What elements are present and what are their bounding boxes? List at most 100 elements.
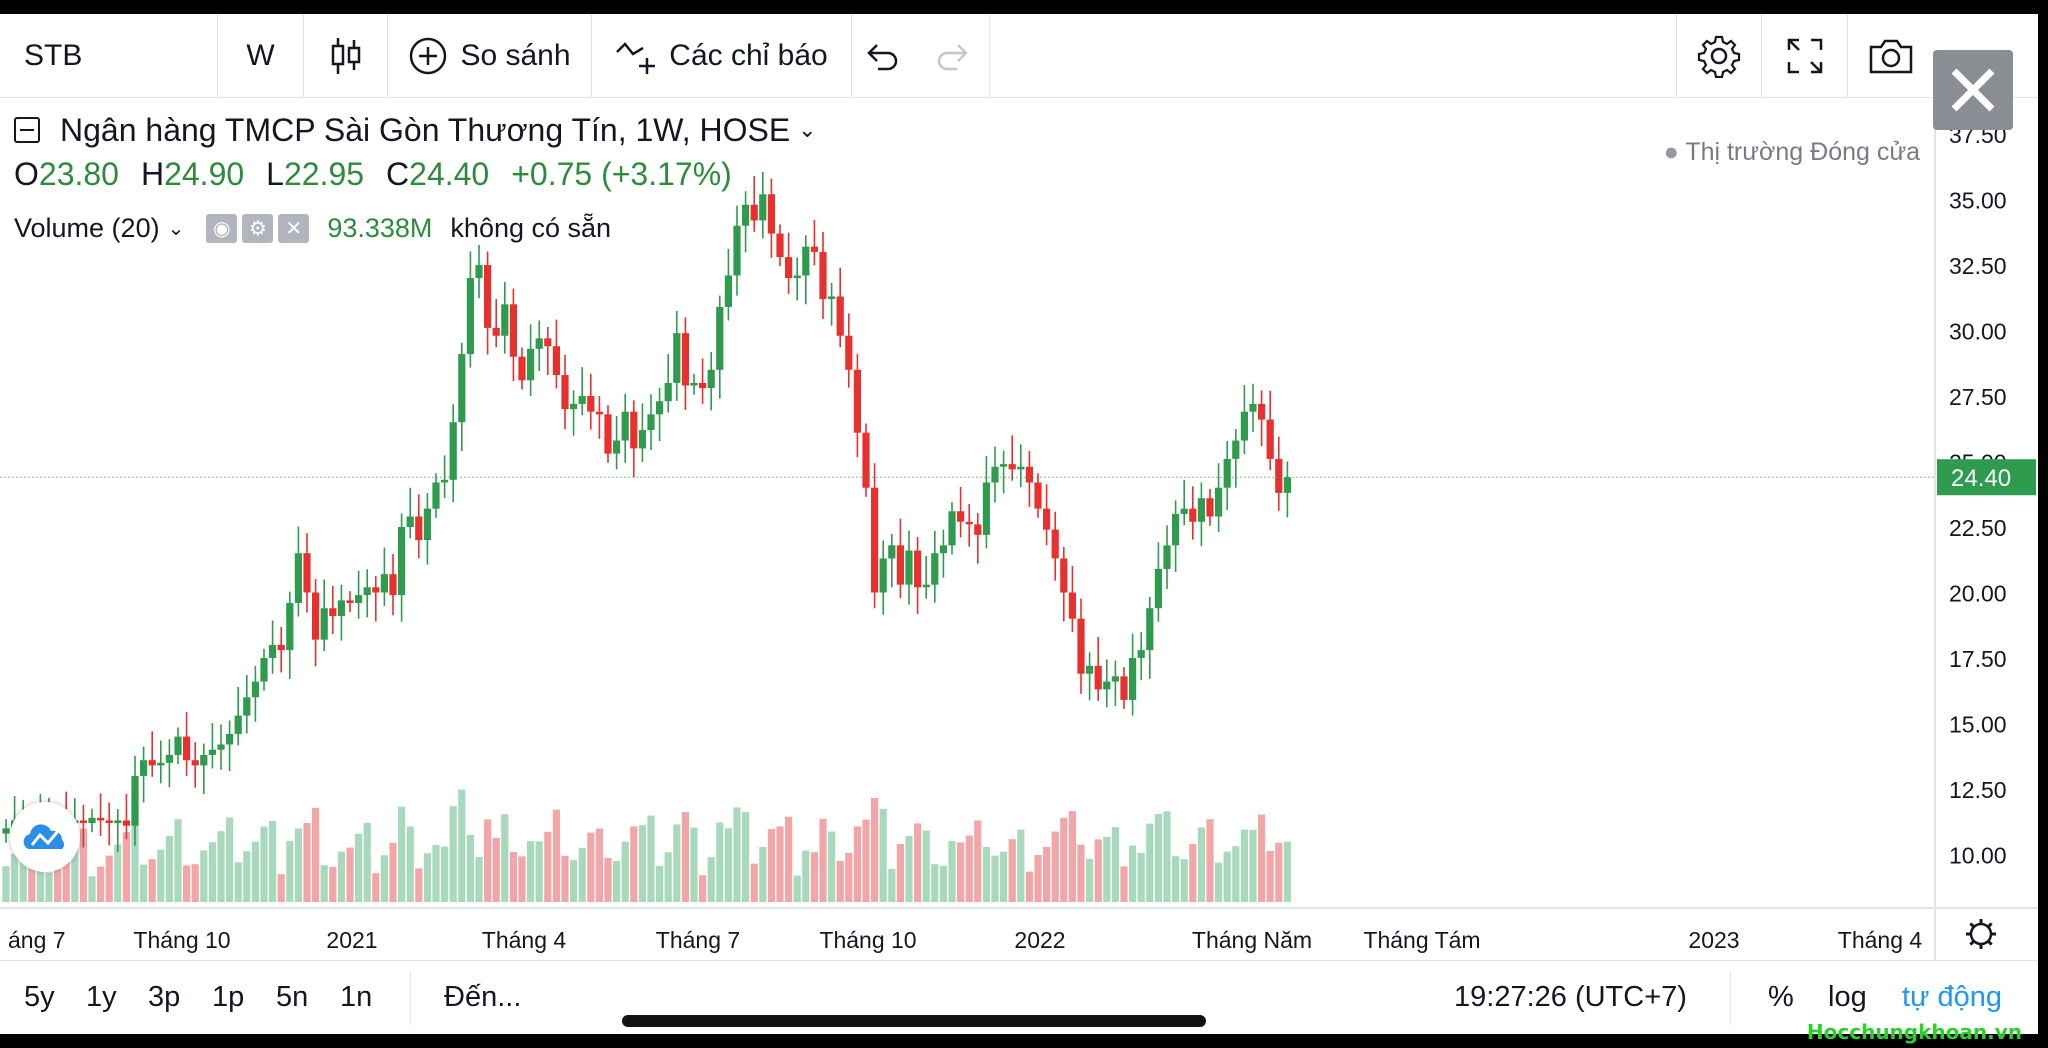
- candle: [853, 369, 861, 433]
- volume-label[interactable]: Volume (20): [14, 212, 160, 243]
- screenshot-button[interactable]: [1848, 14, 1934, 98]
- candle: [544, 338, 552, 347]
- percent-toggle[interactable]: %: [1768, 981, 1794, 1013]
- volume-bar: [982, 847, 990, 902]
- last-price-badge: [1937, 459, 2036, 496]
- volume-bar: [484, 819, 492, 902]
- chevron-down-icon[interactable]: ⌄: [167, 217, 185, 240]
- volume-bar: [673, 824, 681, 902]
- auto-toggle[interactable]: tự động: [1902, 981, 2003, 1013]
- compare-label: So sánh: [460, 39, 571, 72]
- volume-bar: [638, 825, 646, 902]
- candle: [742, 204, 750, 226]
- volume-bar: [441, 846, 449, 902]
- volume-bar: [1094, 839, 1102, 902]
- range-3p[interactable]: 3p: [148, 981, 181, 1013]
- time-tick-label: Tháng 10: [133, 927, 230, 953]
- volume-bar: [793, 875, 801, 902]
- volume-bar: [518, 856, 526, 902]
- volume-bar: [862, 819, 870, 902]
- interval-button[interactable]: W: [218, 14, 304, 98]
- candle: [423, 508, 431, 541]
- undo-button[interactable]: [852, 14, 914, 98]
- fullscreen-button[interactable]: [1762, 14, 1848, 98]
- price-tick-label: 15.00: [1949, 712, 2007, 738]
- candle: [191, 760, 199, 766]
- candle: [681, 333, 689, 386]
- close-button[interactable]: [1933, 50, 2013, 130]
- settings-button[interactable]: [1676, 14, 1762, 98]
- volume-bar: [595, 828, 603, 902]
- volume-bar: [1189, 844, 1197, 902]
- candle: [957, 511, 965, 522]
- tradingview-logo[interactable]: [10, 802, 80, 872]
- candle: [948, 511, 956, 546]
- candle: [234, 715, 242, 734]
- indicators-label: Các chỉ báo: [669, 39, 828, 72]
- axis-settings-icon[interactable]: [1969, 922, 1993, 946]
- time-tick-label: Tháng 7: [656, 927, 740, 953]
- volume-bar: [423, 853, 431, 902]
- range-5y[interactable]: 5y: [24, 981, 55, 1013]
- candle: [914, 550, 922, 588]
- log-toggle[interactable]: log: [1828, 981, 1867, 1013]
- volume-bar: [217, 831, 225, 902]
- range-5n[interactable]: 5n: [276, 981, 309, 1013]
- candle: [492, 327, 500, 336]
- close-value: 24.40: [409, 155, 490, 192]
- eye-icon[interactable]: ◉: [206, 213, 238, 243]
- candle: [441, 479, 449, 483]
- goto-button[interactable]: Đến...: [444, 981, 522, 1013]
- candle: [862, 432, 870, 488]
- low-key: L: [266, 155, 284, 192]
- indicators-button[interactable]: Các chỉ báo: [592, 14, 852, 98]
- chart-type-button[interactable]: [304, 14, 388, 98]
- compare-button[interactable]: So sánh: [388, 14, 592, 98]
- candle: [793, 275, 801, 279]
- volume-bar: [251, 841, 259, 902]
- candle: [398, 527, 406, 596]
- volume-bar: [896, 844, 904, 902]
- candle: [690, 382, 698, 386]
- candle: [578, 396, 586, 404]
- candle: [819, 251, 827, 300]
- volume-bar: [750, 863, 758, 902]
- volume-bar: [604, 858, 612, 902]
- chart-legend: Ngân hàng TMCP Sài Gòn Thương Tín, 1W, H…: [14, 108, 817, 250]
- volume-bar: [630, 826, 638, 902]
- volume-bar: [355, 833, 363, 902]
- chevron-down-icon[interactable]: ⌄: [798, 117, 817, 142]
- volume-bar: [767, 829, 775, 902]
- candle: [1111, 676, 1119, 682]
- candle: [484, 265, 492, 328]
- candle: [1094, 665, 1102, 690]
- redo-button[interactable]: [914, 14, 990, 98]
- volume-bar: [131, 797, 139, 902]
- gear-icon[interactable]: ⚙: [242, 213, 274, 243]
- volume-bar: [587, 832, 595, 902]
- volume-bar: [1137, 852, 1145, 902]
- candle: [509, 304, 517, 357]
- range-1y[interactable]: 1y: [86, 981, 117, 1013]
- volume-bar: [243, 851, 251, 902]
- volume-bar: [71, 839, 79, 902]
- range-1n[interactable]: 1n: [340, 981, 373, 1013]
- candle: [656, 401, 664, 415]
- price-chart[interactable]: 37.5035.0032.5030.0027.5025.0022.5020.00…: [0, 98, 2038, 960]
- candle: [1172, 513, 1180, 546]
- symbol-search[interactable]: STB: [0, 14, 218, 98]
- volume-bar: [948, 840, 956, 902]
- volume-bar: [492, 837, 500, 902]
- volume-bar: [552, 809, 560, 902]
- candle: [595, 411, 603, 415]
- divider: [1730, 971, 1731, 1025]
- collapse-icon[interactable]: [14, 117, 40, 143]
- candle: [1068, 592, 1076, 619]
- range-1p[interactable]: 1p: [212, 981, 245, 1013]
- close-icon[interactable]: ✕: [278, 213, 310, 243]
- gear-icon: [1697, 35, 1741, 78]
- volume-bar: [647, 815, 655, 902]
- ohlc-row: O 23.80 H 24.90 L 22.95 C 24.40 +0.75 (+3.17…: [14, 152, 817, 196]
- volume-bar: [226, 817, 234, 902]
- legend-title[interactable]: Ngân hàng TMCP Sài Gòn Thương Tín, 1W, H…: [60, 111, 791, 148]
